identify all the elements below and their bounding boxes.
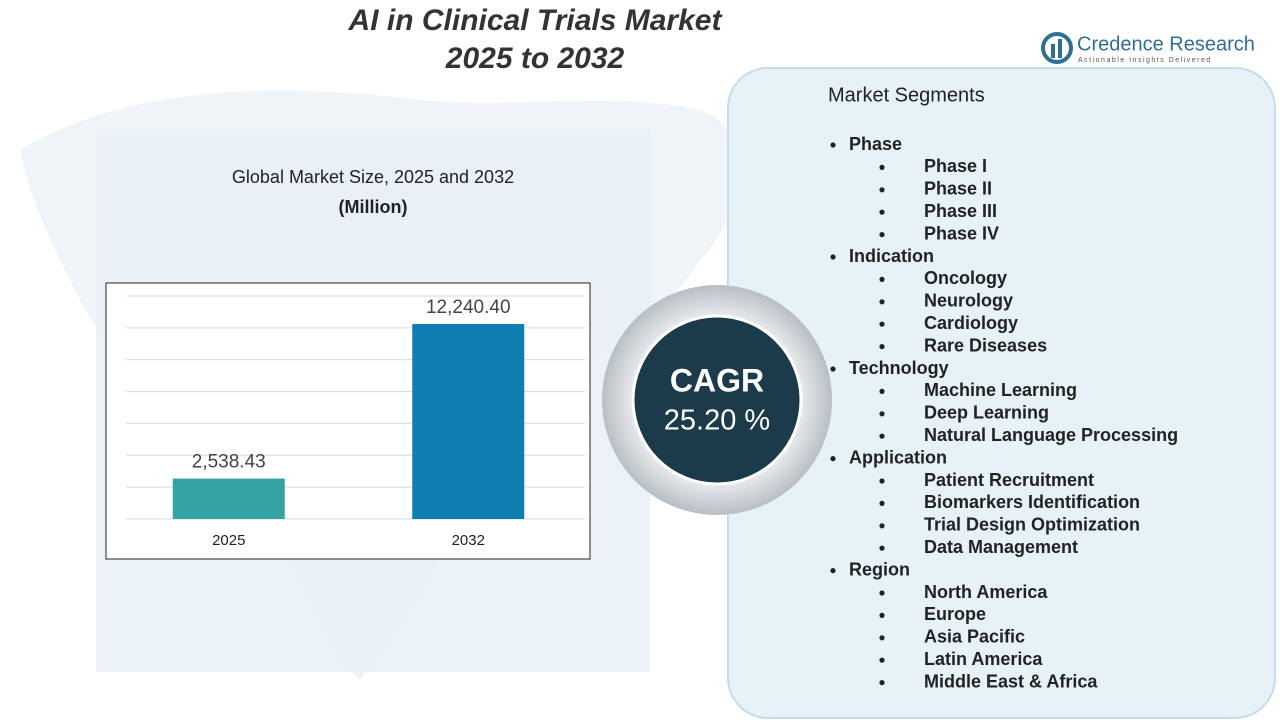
bullet xyxy=(879,612,885,619)
segment-item: Rare Diseases xyxy=(924,335,1047,355)
bullet xyxy=(879,344,885,350)
chart-title: Global Market Size, 2025 and 2032 xyxy=(232,167,514,187)
cagr-value: 25.20 % xyxy=(664,405,770,437)
bullet xyxy=(879,545,885,551)
segment-item: Europe xyxy=(924,604,986,624)
bullet xyxy=(879,590,885,596)
bullet xyxy=(830,366,836,372)
segment-item: Middle East & Africa xyxy=(924,671,1098,691)
segment-item: Natural Language Processing xyxy=(924,425,1178,445)
x-tick-label: 2032 xyxy=(452,532,485,549)
brand-icon-bar xyxy=(1051,44,1055,58)
brand-icon xyxy=(1041,32,1073,64)
segment-item: Phase I xyxy=(924,156,987,176)
bullet xyxy=(879,164,885,170)
segment-group: Technology xyxy=(849,358,949,378)
main-title: AI in Clinical Trials Market xyxy=(348,4,724,37)
bullet xyxy=(830,254,836,260)
bullet xyxy=(879,680,885,686)
bullet xyxy=(879,321,885,327)
bullet xyxy=(879,187,885,193)
bullet xyxy=(879,478,885,484)
brand-name: Credence Research xyxy=(1077,33,1255,55)
segment-item: Neurology xyxy=(924,291,1013,311)
value-label: 2,538.43 xyxy=(192,452,266,473)
bullet xyxy=(879,500,885,506)
segment-item: Latin America xyxy=(924,649,1043,669)
cagr-circle xyxy=(631,314,803,486)
bullet xyxy=(830,142,836,148)
segment-item: North America xyxy=(924,582,1048,602)
bar xyxy=(412,324,525,519)
bullet xyxy=(879,657,885,663)
segment-group: Application xyxy=(849,447,947,467)
segment-item: Phase II xyxy=(924,179,992,199)
segment-item: Asia Pacific xyxy=(924,627,1025,647)
segment-group: Indication xyxy=(849,246,934,266)
bullet xyxy=(879,635,885,641)
x-tick-label: 2025 xyxy=(212,532,245,549)
bullet xyxy=(879,209,885,215)
bullet xyxy=(879,276,885,282)
segment-item: Trial Design Optimization xyxy=(924,515,1140,535)
segment-item: Machine Learning xyxy=(924,380,1077,400)
bullet xyxy=(879,232,885,238)
bullet xyxy=(830,568,836,574)
chart-unit: (Million) xyxy=(339,197,408,217)
bullet xyxy=(879,299,885,305)
segment-item: Phase III xyxy=(924,201,997,221)
segment-group: Phase xyxy=(849,134,902,154)
bullet xyxy=(830,456,836,462)
segment-item: Phase IV xyxy=(924,223,999,243)
brand-tagline: Actionable Insights Delivered xyxy=(1078,57,1212,64)
segment-group: Region xyxy=(849,559,910,579)
segment-item: Deep Learning xyxy=(924,403,1049,423)
bullet xyxy=(879,411,885,417)
segment-item: Biomarkers Identification xyxy=(924,492,1140,512)
bullet xyxy=(879,388,885,394)
segment-item: Oncology xyxy=(924,268,1007,288)
bullet xyxy=(879,523,885,529)
bar xyxy=(172,478,285,519)
segment-item: Data Management xyxy=(924,537,1078,557)
brand-icon-bar xyxy=(1058,39,1062,58)
segments-heading: Market Segments xyxy=(828,84,985,106)
cagr-label: CAGR xyxy=(670,362,764,398)
bullet xyxy=(879,433,885,439)
main-subtitle: 2025 to 2032 xyxy=(445,42,625,75)
segment-item: Cardiology xyxy=(924,313,1018,333)
segment-item: Patient Recruitment xyxy=(924,470,1094,490)
value-label: 12,240.40 xyxy=(426,297,511,318)
